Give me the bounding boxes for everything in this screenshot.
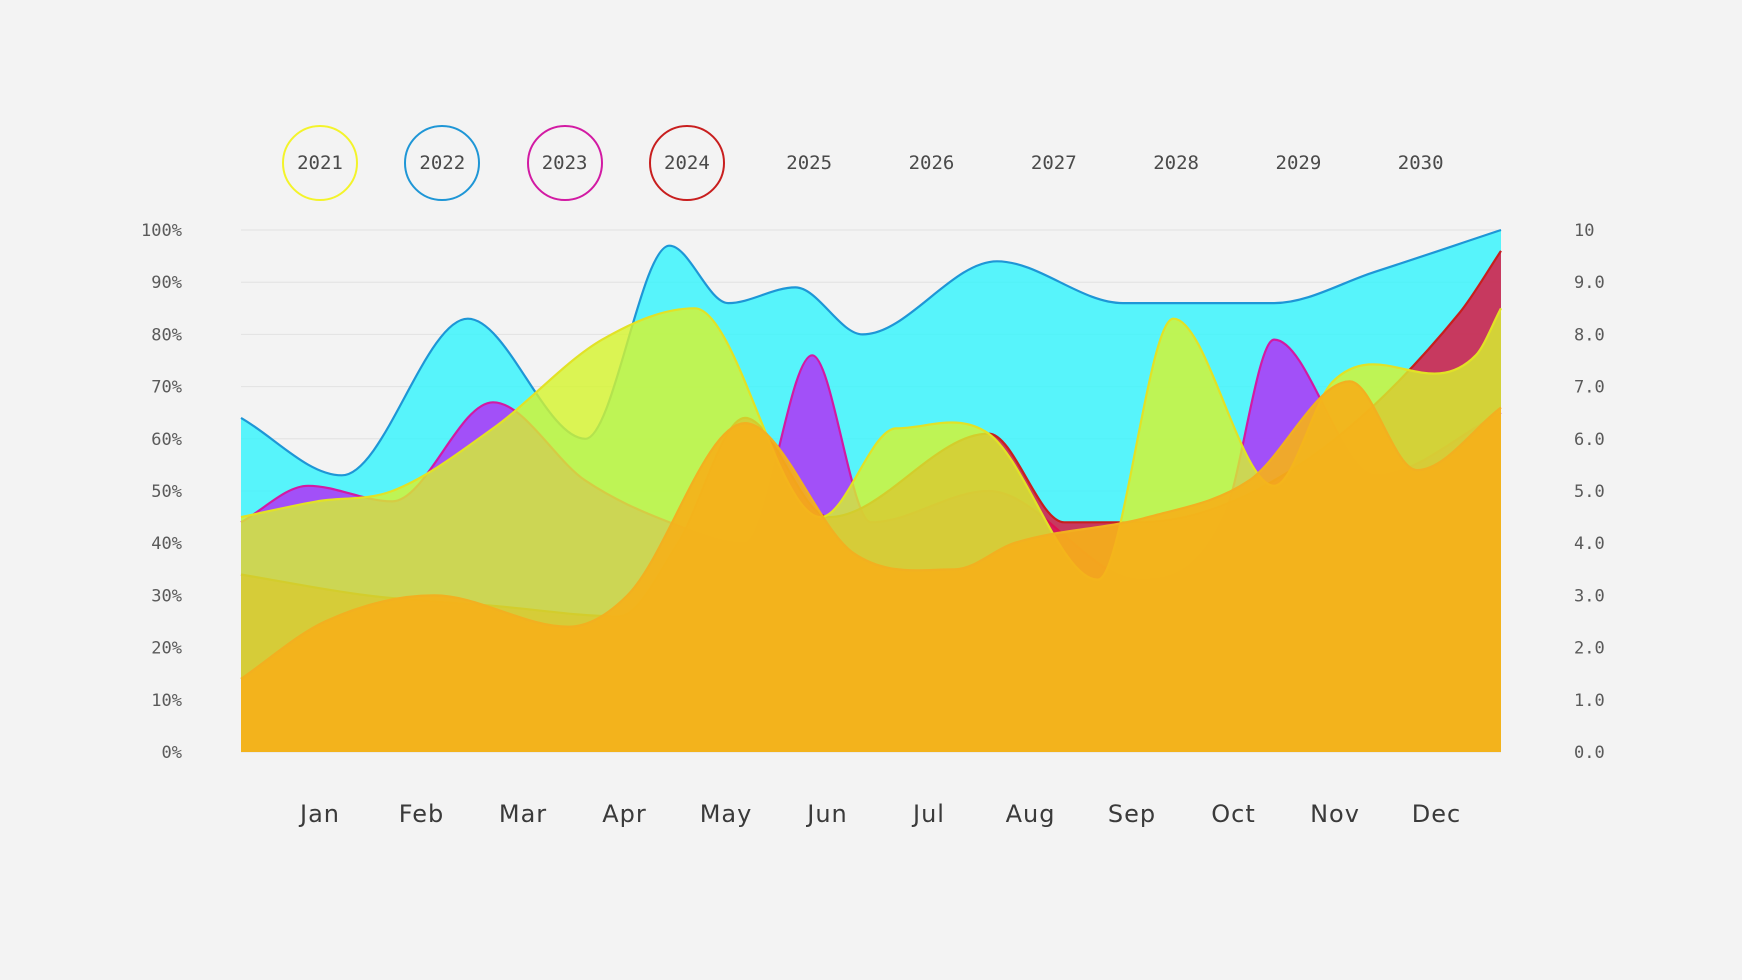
y-right-tick-label: 10 [1574, 221, 1594, 241]
y-right-tick-label: 8.0 [1574, 325, 1605, 345]
x-axis: Jan Feb Mar Apr May Jun Jul Aug Sep Oct Nov Dec [298, 800, 1461, 828]
series-5 [240, 380, 1502, 752]
legend-item-2026[interactable]: 2026 [908, 152, 955, 174]
x-tick-label-jan: Jan [298, 800, 340, 828]
x-tick-label-aug: Aug [1006, 800, 1056, 828]
y-right-tick-label: 2.0 [1574, 639, 1605, 659]
y-right-tick-label: 1.0 [1574, 691, 1605, 711]
y-right-tick-label: 4.0 [1574, 534, 1605, 554]
series-line [240, 380, 1502, 680]
legend-item-2027[interactable]: 2027 [1030, 152, 1077, 174]
y-right-tick-label: 9.0 [1574, 273, 1605, 293]
y-right-tick-label: 5.0 [1574, 482, 1605, 502]
legend-item-2023[interactable]: 2023 [526, 125, 603, 201]
y-right-tick-label: 3.0 [1574, 586, 1605, 606]
legend-item-2030[interactable]: 2030 [1397, 152, 1444, 174]
legend-item-2022[interactable]: 2022 [404, 125, 481, 201]
y-left-tick-label: 0% [162, 743, 182, 763]
y-left-tick-label: 40% [151, 534, 182, 554]
y-left-tick-label: 50% [151, 482, 182, 502]
legend-item-2029[interactable]: 2029 [1275, 152, 1322, 174]
legend-item-2024[interactable]: 2024 [648, 125, 725, 201]
y-left-tick-label: 70% [151, 378, 182, 398]
x-tick-label-jun: Jun [805, 800, 848, 828]
legend-item-2028[interactable]: 2028 [1153, 152, 1199, 174]
series-area [241, 381, 1501, 752]
y-right-tick-label: 6.0 [1574, 430, 1605, 450]
y-left-tick-label: 60% [151, 430, 182, 450]
x-tick-label-dec: Dec [1412, 800, 1461, 828]
legend: 2021 2022 2023 2024 2025 2026 2027 2028 … [0, 0, 1742, 240]
y-left-tick-label: 90% [151, 273, 182, 293]
x-tick-label-nov: Nov [1310, 800, 1360, 828]
y-left-tick-label: 100% [141, 221, 182, 241]
x-tick-label-oct: Oct [1211, 800, 1256, 828]
y-axis-right: 0.0 1.0 2.0 3.0 4.0 5.0 6.0 7.0 8.0 9.0 10 [1574, 221, 1605, 763]
y-left-tick-label: 10% [151, 691, 182, 711]
y-left-tick-label: 80% [151, 325, 182, 345]
y-right-tick-label: 7.0 [1574, 378, 1605, 398]
series-line [240, 228, 1502, 477]
y-left-tick-label: 30% [151, 586, 182, 606]
y-axis-left: 0% 10% 20% 30% 40% 50% 60% 70% 80% 90% 100% [141, 221, 182, 763]
x-tick-label-mar: Mar [499, 800, 547, 828]
y-left-tick-label: 20% [151, 639, 182, 659]
x-tick-label-jul: Jul [911, 800, 945, 828]
x-tick-label-sep: Sep [1108, 800, 1156, 828]
x-tick-label-apr: Apr [602, 800, 647, 828]
x-tick-label-may: May [700, 800, 753, 828]
x-tick-label-feb: Feb [399, 800, 445, 828]
series-line [240, 338, 1502, 581]
legend-item-2021[interactable]: 2021 [282, 125, 358, 201]
y-right-tick-label: 0.0 [1574, 743, 1605, 763]
legend-item-2025[interactable]: 2025 [786, 152, 833, 174]
series-areas [240, 228, 1502, 752]
